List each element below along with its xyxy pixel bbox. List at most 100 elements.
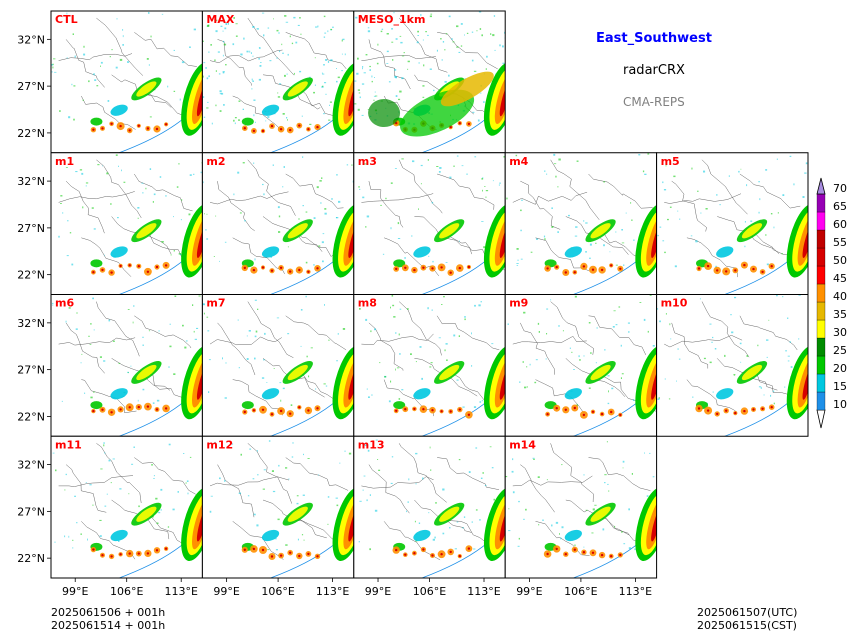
panel-label: m11 [55, 438, 82, 451]
radar-field [506, 153, 657, 295]
panel-label: MESO_1km [358, 13, 426, 26]
map-panel: m12 [201, 435, 355, 579]
valid-time-utc: 2025061507(UTC) [697, 606, 798, 619]
boundary-lines [361, 159, 505, 277]
colorbar-swatch [816, 355, 826, 375]
light-echoes [358, 439, 505, 551]
y-tick-label: 32°N [17, 175, 45, 188]
x-tick-label: 113°E [619, 585, 652, 598]
radar-field [51, 12, 203, 153]
light-echoes [505, 441, 657, 551]
colorbar-swatch [816, 193, 826, 213]
axis-ticks: 32°N 27°N 22°N 32°N 27°N 22°N 32°N 27°N 22°N 32°N… [17, 33, 652, 598]
panel-background [202, 11, 354, 153]
map-panel: m8 [353, 294, 506, 437]
panel-background [353, 294, 506, 437]
panel-background [51, 294, 203, 437]
radar-field [358, 439, 506, 578]
colorbar-tick-label: 60 [833, 218, 847, 231]
colorbar-swatch [816, 211, 826, 231]
colorbar-swatch [816, 319, 826, 339]
y-tick-label: 32°N [17, 33, 45, 46]
variable-name: radarCRX [623, 63, 685, 78]
model-name: CMA-REPS [623, 95, 685, 109]
y-tick-label: 27°N [17, 222, 45, 235]
map-panel: m6 [50, 294, 203, 437]
map-panel: MAX [201, 10, 355, 154]
panel-background [505, 436, 657, 578]
light-echoes [51, 12, 203, 124]
map-panel: m1 [50, 152, 203, 295]
x-tick-label: 99°E [516, 585, 542, 598]
map-panel: CTL [50, 10, 203, 154]
colorbar-swatch [816, 265, 826, 285]
colorbar-tick-label: 50 [833, 254, 847, 267]
map-panel: m9 [504, 294, 658, 437]
x-tick-label: 106°E [261, 585, 294, 598]
y-tick-label: 22°N [17, 269, 45, 282]
east-convection [483, 487, 506, 562]
panel-background [51, 152, 203, 295]
panel-background [656, 152, 808, 295]
colorbar-tick-label: 25 [833, 344, 847, 357]
rain-band [392, 502, 473, 559]
rain-band [90, 219, 170, 276]
panel-label: m2 [206, 155, 225, 168]
radar-field [657, 155, 808, 295]
east-convection [181, 203, 203, 278]
colorbar-max-extend [816, 177, 826, 195]
y-tick-label: 22°N [17, 127, 45, 140]
boundary-lines [58, 17, 199, 130]
map-panel: m3 [353, 152, 506, 295]
colorbar-tick-label: 70 [833, 182, 847, 195]
colorbar-tick-label: 35 [833, 308, 847, 321]
panel-label: m3 [358, 155, 377, 168]
rain-band [241, 77, 321, 134]
panel-label: m5 [661, 155, 680, 168]
rain-band [695, 361, 775, 417]
radar-field [202, 156, 354, 295]
light-echoes [657, 155, 808, 268]
map-panel: m4 [504, 152, 658, 295]
panel-label: m12 [206, 438, 233, 451]
east-convection [181, 487, 203, 562]
colorbar-swatch [816, 301, 826, 321]
panel-label: m9 [509, 297, 528, 310]
boundary-lines [58, 301, 203, 414]
y-tick-label: 32°N [17, 459, 45, 472]
init-time-cst: 2025061514 + 001h [51, 619, 166, 632]
east-convection [332, 62, 354, 136]
y-tick-label: 27°N [17, 364, 45, 377]
light-echoes [52, 442, 203, 549]
rain-band [544, 219, 624, 276]
east-convection [483, 345, 506, 420]
east-convection [786, 345, 808, 420]
colorbar-swatch [816, 229, 826, 249]
rain-band [696, 219, 775, 276]
colorbar-swatch [816, 391, 826, 411]
x-tick-label: 113°E [316, 585, 349, 598]
rain-band [543, 502, 623, 559]
radar-field [52, 295, 203, 437]
panel-label: m10 [661, 297, 688, 310]
light-echoes [359, 294, 506, 408]
y-tick-label: 27°N [17, 80, 45, 93]
panel-background [51, 436, 203, 578]
radar-field [358, 155, 506, 295]
y-tick-label: 32°N [17, 317, 45, 330]
colorbar-tick-label: 30 [833, 326, 847, 339]
x-tick-label: 99°E [365, 585, 391, 598]
panel-label: CTL [55, 13, 78, 26]
east-convection [483, 203, 506, 278]
y-tick-label: 22°N [17, 552, 45, 565]
panel-label: m13 [358, 438, 385, 451]
panel-label: m6 [55, 297, 74, 310]
east-convection [786, 203, 808, 278]
map-panel: m7 [201, 294, 355, 437]
rain-band [544, 361, 623, 419]
panel-background [353, 152, 506, 295]
y-tick-label: 27°N [17, 505, 45, 518]
panel-background [202, 436, 354, 578]
map-panel: m5 [656, 152, 809, 295]
x-tick-label: 113°E [164, 585, 197, 598]
